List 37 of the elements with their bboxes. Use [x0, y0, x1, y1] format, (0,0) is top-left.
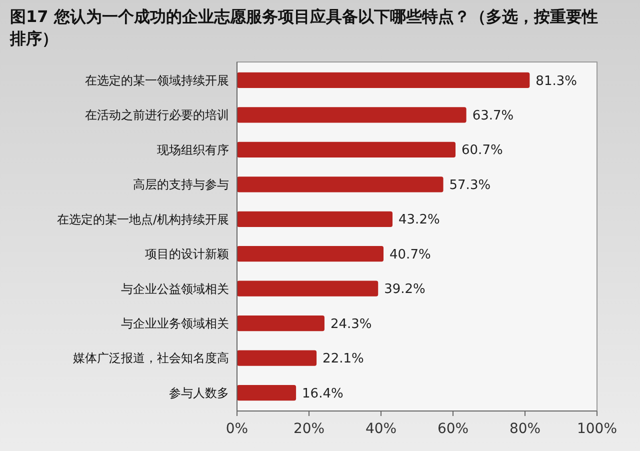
- data-label: 40.7%: [390, 247, 431, 262]
- bar: [237, 142, 456, 158]
- x-tick-label: 80%: [509, 421, 541, 437]
- y-tick-label: 项目的设计新颖: [145, 247, 229, 262]
- x-tick-label: 0%: [226, 421, 248, 437]
- bar: [237, 107, 466, 123]
- data-label: 81.3%: [536, 74, 577, 89]
- bar: [237, 350, 317, 366]
- y-tick-label: 媒体广泛报道，社会知名度高: [73, 351, 229, 366]
- data-label: 22.1%: [322, 352, 364, 367]
- data-label: 24.3%: [330, 316, 372, 332]
- bar: [237, 384, 296, 401]
- data-label: 43.2%: [398, 212, 440, 228]
- bar: [237, 316, 324, 332]
- data-label: 57.3%: [449, 178, 491, 193]
- y-tick-label: 高层的支持与参与: [133, 178, 229, 192]
- bar: [237, 246, 384, 262]
- data-label: 60.7%: [462, 143, 503, 158]
- bar: [237, 280, 378, 296]
- data-label: 39.2%: [384, 282, 426, 298]
- bar: [237, 211, 393, 227]
- chart-title: 图17 您认为一个成功的企业志愿服务项目应具备以下哪些特点？（多选，按重要性排序）: [9, 7, 598, 48]
- data-label: 63.7%: [472, 108, 514, 124]
- x-tick-label: 40%: [365, 421, 397, 437]
- data-label: 16.4%: [302, 386, 344, 402]
- y-tick-label: 参与人数多: [169, 386, 229, 400]
- bar: [237, 176, 444, 192]
- x-tick-label: 60%: [437, 421, 469, 437]
- bar: [237, 72, 530, 88]
- x-tick-label: 100%: [576, 421, 618, 437]
- y-tick-label: 与企业公益领域相关: [121, 282, 229, 296]
- y-tick-label: 与企业业务领域相关: [121, 316, 229, 331]
- y-tick-label: 在活动之前进行必要的培训: [85, 108, 229, 122]
- y-tick-label: 现场组织有序: [157, 142, 229, 157]
- x-tick-label: 20%: [293, 421, 325, 437]
- y-tick-label: 在选定的某一地点/机构持续开展: [56, 212, 229, 226]
- y-tick-label: 在选定的某一领域持续开展: [85, 73, 229, 88]
